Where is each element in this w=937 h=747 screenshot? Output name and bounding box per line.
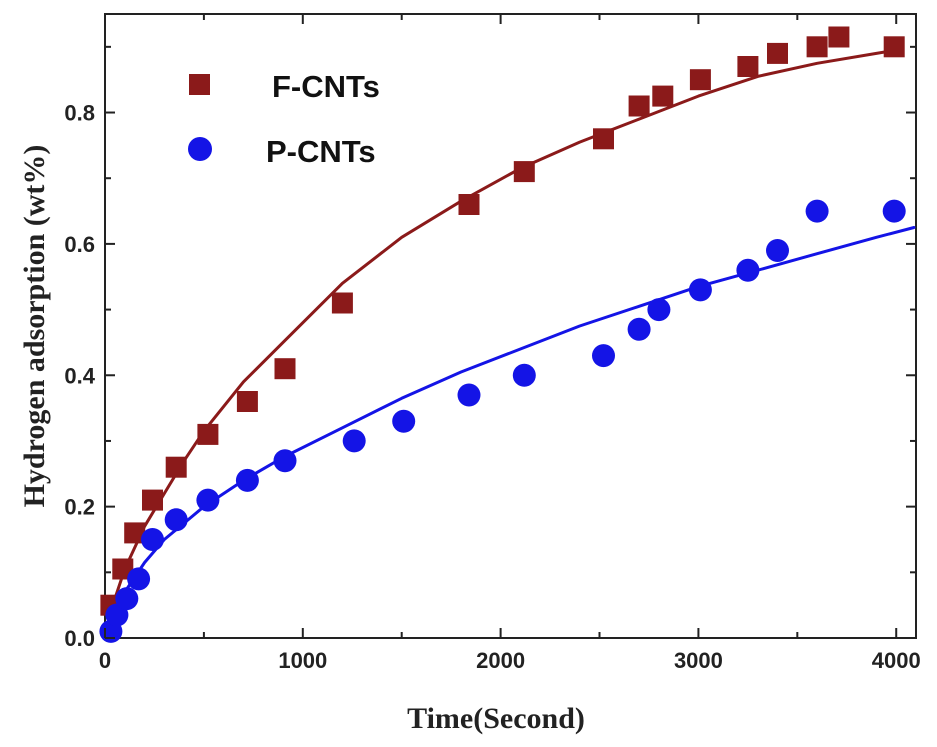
data-point-square (331, 292, 353, 314)
data-point-circle (127, 567, 151, 591)
x-tick-label: 3000 (674, 648, 723, 673)
data-point-circle (766, 239, 789, 262)
x-tick-label: 2000 (476, 648, 525, 673)
legend: F-CNTs P-CNTs (188, 69, 380, 169)
x-tick-label: 1000 (278, 648, 327, 673)
data-point-circle (805, 199, 829, 223)
data-point-circle (736, 258, 760, 282)
y-axis-title: Hydrogen adsorption (wt%) (18, 145, 51, 508)
series-p-cnts (99, 199, 906, 643)
data-point-square (142, 489, 163, 511)
data-point-circle (273, 449, 297, 473)
data-point-circle (115, 587, 139, 611)
data-point-square (628, 95, 650, 117)
data-point-circle (141, 528, 164, 551)
legend-marker-circle (188, 137, 212, 161)
data-point-square (165, 456, 187, 478)
data-point-square (883, 36, 905, 58)
y-tick-label: 0.8 (64, 101, 95, 126)
data-point-square (274, 358, 296, 380)
x-tick-label: 0 (99, 648, 111, 673)
legend-label-f-cnts: F-CNTs (272, 69, 380, 104)
data-point-square (112, 558, 134, 580)
x-axis-title: Time(Second) (407, 702, 585, 735)
data-point-circle (512, 363, 536, 387)
data-point-circle (647, 298, 671, 322)
data-point-circle (592, 344, 615, 368)
x-axis-ticks: 0 1000 2000 3000 4000 (99, 14, 921, 673)
data-point-circle (688, 278, 712, 302)
data-point-circle (627, 317, 651, 341)
data-markers-layer (99, 26, 906, 643)
fit-curve-f-cnts (103, 48, 898, 640)
data-point-circle (235, 468, 259, 492)
data-point-circle (882, 199, 906, 223)
data-point-square (513, 161, 535, 183)
y-tick-label: 0.2 (64, 495, 95, 520)
y-tick-label: 0.0 (64, 626, 95, 651)
data-point-circle (457, 383, 481, 407)
data-point-square (689, 69, 711, 91)
data-point-square (124, 522, 146, 544)
x-tick-label: 4000 (872, 648, 921, 673)
data-point-square (236, 391, 258, 412)
data-point-circle (342, 429, 366, 453)
data-point-square (652, 85, 674, 107)
y-axis-ticks: 0.0 0.2 0.4 0.6 0.8 (64, 45, 916, 651)
legend-marker-square (189, 74, 210, 95)
legend-item-p-cnts: P-CNTs (188, 134, 376, 169)
legend-item-f-cnts: F-CNTs (189, 69, 380, 104)
data-point-square (737, 56, 759, 77)
data-point-square (828, 26, 850, 48)
data-point-circle (392, 409, 416, 433)
data-point-square (458, 194, 480, 215)
data-point-square (767, 42, 788, 64)
fit-curves-layer (103, 48, 916, 640)
data-point-circle (196, 488, 220, 512)
data-point-square (593, 128, 614, 150)
y-tick-label: 0.4 (64, 363, 95, 388)
data-point-circle (164, 508, 188, 532)
series-f-cnts (100, 26, 905, 616)
plot-area-frame (104, 13, 917, 639)
data-point-square (806, 36, 828, 58)
fit-curve-p-cnts (103, 226, 916, 640)
legend-label-p-cnts: P-CNTs (266, 134, 376, 169)
y-tick-label: 0.6 (64, 232, 95, 257)
data-point-square (197, 423, 219, 445)
